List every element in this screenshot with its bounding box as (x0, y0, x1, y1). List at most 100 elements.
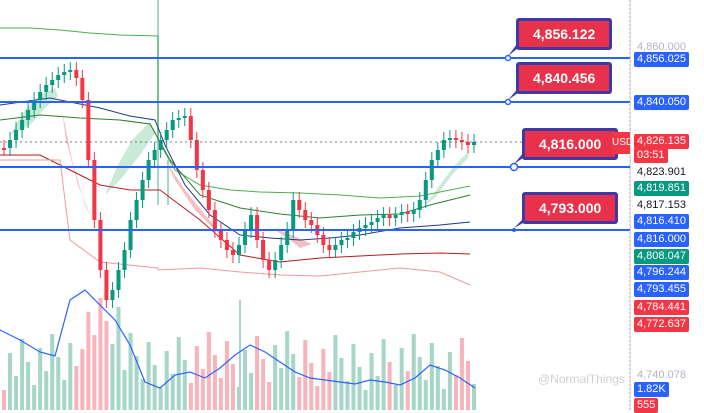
price-axis[interactable]: 4,860.000 4,856.025 4,840.050 4,826.135 … (630, 0, 704, 413)
candle-body (218, 230, 223, 240)
candle-body (158, 140, 163, 150)
anchor-dot-2[interactable] (504, 98, 512, 106)
volume-bar (441, 389, 446, 410)
price-label: 4,860.000 (637, 41, 686, 53)
volume-bar (243, 350, 248, 410)
candle-body (351, 232, 356, 238)
candle-body (44, 85, 49, 92)
candle-body (62, 72, 67, 75)
volume-bar (357, 367, 362, 410)
callout-label-4856[interactable]: 4,856.122 (516, 18, 613, 50)
volume-bar (297, 377, 302, 410)
candle-body (363, 225, 368, 228)
volume-bar (212, 355, 217, 410)
price-label: 4,816.000 (634, 232, 689, 247)
volume-bar (146, 342, 151, 410)
candle-body (230, 250, 235, 255)
candle-body (74, 70, 79, 78)
candle-body (309, 220, 314, 225)
volume-bar (465, 361, 470, 410)
candle-body (152, 150, 157, 160)
price-label: 4,793.455 (634, 282, 689, 297)
volume-bar (38, 348, 43, 410)
price-label: 4,840.050 (634, 95, 689, 110)
candle-body (20, 120, 25, 130)
volume-bar (255, 336, 260, 410)
volume-bar (224, 341, 229, 410)
candle-body (122, 250, 127, 270)
volume-bar (399, 348, 404, 410)
volume-bar (164, 351, 169, 410)
candle-body (261, 240, 266, 260)
volume-bar (170, 374, 175, 410)
price-label: 4,856.025 (634, 52, 689, 67)
price-label: 4,823.901 (637, 166, 686, 178)
price-label: 4,816.410 (634, 214, 689, 229)
volume-bar (104, 321, 109, 410)
candle-body (2, 148, 7, 150)
candle-body (176, 118, 181, 120)
candle-body (285, 230, 290, 245)
volume-bar (68, 343, 73, 410)
candle-body (170, 120, 175, 130)
volume-bar (435, 366, 440, 410)
candle-body (405, 212, 410, 214)
volume-bar (249, 373, 254, 410)
price-label: 4,772.637 (634, 317, 689, 332)
anchor-dot-3[interactable] (509, 162, 519, 172)
volume-bar (98, 298, 103, 410)
candle-body (399, 212, 404, 215)
candle-body (465, 142, 470, 145)
candle-body (110, 290, 115, 300)
volume-bar (158, 388, 163, 410)
volume-bar (32, 385, 37, 410)
candle-body (441, 140, 446, 150)
anchor-dot-1[interactable] (504, 54, 512, 62)
candle-body (92, 160, 97, 220)
candle-body (369, 222, 374, 225)
candle-body (429, 160, 434, 180)
candle-body (279, 245, 284, 260)
candle-body (188, 116, 193, 140)
bullish-cloud-2 (105, 122, 156, 195)
anchor-dot-4[interactable] (512, 228, 516, 232)
volume-bar (381, 339, 386, 410)
price-label: 4,740.078 (637, 369, 686, 381)
volume-label: 555 (634, 398, 659, 413)
candle-body (140, 180, 145, 200)
volume-bar (44, 371, 49, 410)
volume-bar (471, 384, 476, 410)
volume-bar (411, 334, 416, 410)
volume-bar (14, 376, 19, 410)
currency-tag: USD (612, 132, 633, 154)
callout-label-4793[interactable]: 4,793.000 (522, 192, 619, 224)
price-label: 4,784.441 (634, 300, 689, 315)
callout-label-4816[interactable]: 4,816.000 (522, 128, 619, 160)
candle-body (297, 200, 302, 210)
volume-bar (285, 331, 290, 410)
volume-bar (92, 335, 97, 410)
callout-label-4840[interactable]: 4,840.456 (516, 62, 613, 94)
volume-bar (218, 378, 223, 410)
volume-bar (200, 369, 205, 410)
volume-bar (152, 365, 157, 410)
volume-bar (405, 371, 410, 410)
candle-body (86, 100, 91, 160)
volume-bar (56, 357, 61, 410)
candle-body (447, 138, 452, 140)
price-label: 4,808.047 (634, 249, 689, 264)
volume-bar (26, 362, 31, 410)
candle-body (303, 210, 308, 220)
candle-body (164, 130, 169, 140)
candle-body (224, 240, 229, 250)
candle-body (146, 160, 151, 180)
candle-body (8, 140, 13, 148)
candle-body (38, 92, 43, 100)
candle-body (206, 190, 211, 210)
candle-body (321, 235, 326, 245)
candle-body (249, 215, 254, 230)
volume-bar (62, 380, 67, 410)
volume-bar (339, 358, 344, 410)
volume-bar (417, 357, 422, 410)
